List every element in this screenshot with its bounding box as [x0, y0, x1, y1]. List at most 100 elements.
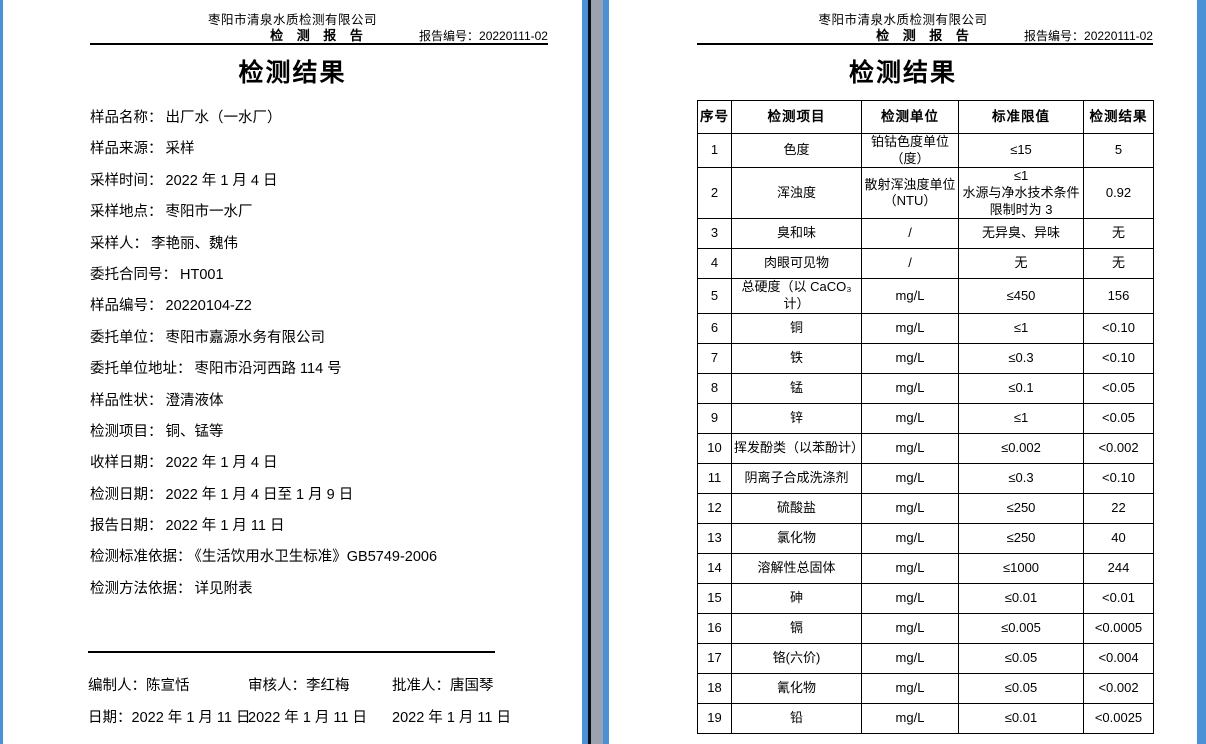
field-value: 2022 年 1 月 11 日: [165, 518, 285, 535]
table-row: 17 铬(六价) mg/L ≤0.05 <0.004: [697, 642, 1154, 674]
section-title: 检测结果: [238, 59, 347, 87]
field-label: 委托单位：: [90, 329, 163, 346]
signer-label: 编制人：: [88, 678, 146, 694]
results-table-body: 1 色度 铂钴色度单位 （度） ≤15 5 2 浑浊度 散射浑浊度单位 （NTU） ≤1 水源与…: [697, 132, 1154, 734]
header-rule: [697, 43, 1153, 45]
table-cell: 挥发酚类（以苯酚计）: [731, 432, 862, 464]
signer-name: 陈宣恬: [146, 678, 190, 694]
table-cell: 6: [697, 312, 732, 344]
field-row: 检测标准依据： 《生活饮用水卫生标准》GB5749-2006: [90, 542, 437, 573]
table-cell: 浑浊度: [731, 167, 862, 220]
table-cell: 无: [958, 248, 1084, 280]
field-label: 委托合同号：: [90, 266, 177, 283]
viewer-right-edge: [1197, 0, 1206, 744]
table-cell: ≤0.1: [958, 372, 1084, 404]
table-row: 15 砷 mg/L ≤0.01 <0.01: [697, 582, 1154, 614]
report-page-2: 枣阳市清泉水质检测有限公司 检 测 报 告 报告编号：20220111-02 检…: [609, 0, 1197, 744]
field-value: 李艳丽、魏伟: [151, 235, 238, 252]
field-value: 2022 年 1 月 4 日至 1 月 9 日: [165, 486, 354, 503]
date-item: 2022 年 1 月 11 日: [392, 710, 512, 726]
table-cell: 砷: [731, 582, 862, 614]
table-cell: ≤0.01: [958, 582, 1084, 614]
table-cell: 15: [697, 582, 732, 614]
section-title: 检测结果: [848, 59, 957, 87]
table-cell: 8: [697, 372, 732, 404]
header-rule: [90, 43, 548, 45]
table-cell: 锰: [731, 372, 862, 404]
table-cell: /: [861, 248, 959, 280]
table-cell: 19: [697, 702, 732, 734]
field-label: 检测项目：: [90, 423, 163, 440]
field-label: 样品来源：: [90, 141, 163, 158]
table-header-cell: 标准限值: [958, 100, 1084, 134]
table-row: 7 铁 mg/L ≤0.3 <0.10: [697, 342, 1154, 374]
doc-type-title: 检 测 报 告: [876, 28, 974, 43]
table-row: 10 挥发酚类（以苯酚计） mg/L ≤0.002 <0.002: [697, 432, 1154, 464]
table-cell: 铬(六价): [731, 642, 862, 674]
table-cell: <0.002: [1083, 672, 1154, 704]
table-cell: 18: [697, 672, 732, 704]
signer-label: 审核人：: [248, 678, 306, 694]
table-cell: mg/L: [861, 402, 959, 434]
table-cell: <0.01: [1083, 582, 1154, 614]
table-cell: 11: [697, 462, 732, 494]
table-cell: 40: [1083, 522, 1154, 554]
company-name: 枣阳市清泉水质检测有限公司: [207, 13, 377, 27]
table-cell: <0.004: [1083, 642, 1154, 674]
date-item: 2022 年 1 月 11 日: [248, 710, 368, 726]
table-row: 16 镉 mg/L ≤0.005 <0.0005: [697, 612, 1154, 644]
table-header-cell: 序号: [697, 100, 732, 134]
table-row: 8 锰 mg/L ≤0.1 <0.05: [697, 372, 1154, 404]
table-cell: 铜: [731, 312, 862, 344]
table-row: 1 色度 铂钴色度单位 （度） ≤15 5: [697, 132, 1154, 169]
table-cell: ≤0.005: [958, 612, 1084, 644]
table-cell: mg/L: [861, 672, 959, 704]
table-cell: mg/L: [861, 612, 959, 644]
table-row: 12 硫酸盐 mg/L ≤250 22: [697, 492, 1154, 524]
page-divider: [582, 0, 609, 744]
table-cell: 156: [1083, 278, 1154, 314]
field-value: 详见附表: [194, 580, 253, 597]
field-row: 样品性状： 澄清液体: [90, 386, 437, 417]
table-cell: 氯化物: [731, 522, 862, 554]
table-header-cell: 检测项目: [731, 100, 862, 134]
date-item: 日期：2022 年 1 月 11 日: [88, 710, 251, 726]
table-cell: ≤0.05: [958, 642, 1084, 674]
table-cell: 10: [697, 432, 732, 464]
table-cell: mg/L: [861, 312, 959, 344]
table-cell: 17: [697, 642, 732, 674]
field-row: 委托单位地址： 枣阳市沿河西路 114 号: [90, 354, 437, 385]
table-cell: 散射浑浊度单位 （NTU）: [861, 167, 959, 220]
field-label: 采样时间：: [90, 172, 163, 189]
table-cell: mg/L: [861, 582, 959, 614]
table-row: 13 氯化物 mg/L ≤250 40: [697, 522, 1154, 554]
table-cell: mg/L: [861, 462, 959, 494]
table-cell: 肉眼可见物: [731, 248, 862, 280]
table-cell: 1: [697, 132, 732, 169]
field-value: 澄清液体: [165, 392, 224, 409]
field-value: 采样: [165, 141, 195, 158]
table-cell: 硫酸盐: [731, 492, 862, 524]
field-value: 枣阳市沿河西路 114 号: [194, 361, 342, 378]
table-cell: <0.0005: [1083, 612, 1154, 644]
table-cell: mg/L: [861, 702, 959, 734]
table-row: 14 溶解性总固体 mg/L ≤1000 244: [697, 552, 1154, 584]
field-value: 铜、锰等: [165, 423, 224, 440]
table-cell: ≤0.3: [958, 342, 1084, 374]
field-label: 报告日期：: [90, 518, 163, 535]
doc-type-title: 检 测 报 告: [270, 28, 368, 43]
table-cell: mg/L: [861, 278, 959, 314]
table-row: 11 阴离子合成洗涤剂 mg/L ≤0.3 <0.10: [697, 462, 1154, 494]
table-cell: ≤1000: [958, 552, 1084, 584]
field-label: 样品名称：: [90, 110, 163, 126]
table-cell: <0.05: [1083, 402, 1154, 434]
table-row: 6 铜 mg/L ≤1 <0.10: [697, 312, 1154, 344]
table-row: 5 总硬度（以 CaCO₃ 计） mg/L ≤450 156: [697, 278, 1154, 314]
table-cell: 0.92: [1083, 167, 1154, 220]
table-cell: 14: [697, 552, 732, 584]
table-cell: 无: [1083, 218, 1154, 250]
signer-item: 批准人：唐国琴: [392, 671, 494, 702]
table-header-cell: 检测单位: [861, 100, 959, 134]
table-row: 9 锌 mg/L ≤1 <0.05: [697, 402, 1154, 434]
